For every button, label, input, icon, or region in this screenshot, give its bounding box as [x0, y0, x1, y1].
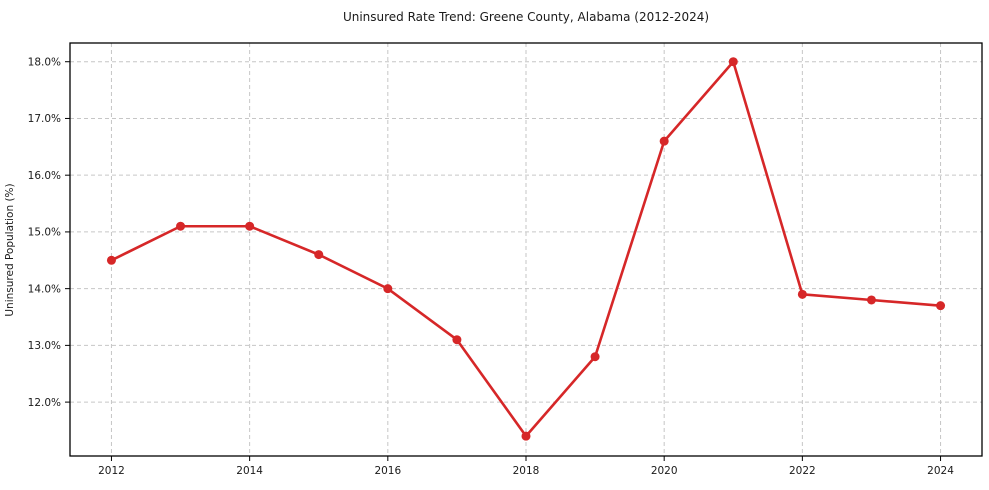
x-tick-label: 2024 [927, 465, 954, 477]
data-point [314, 250, 324, 260]
y-tick-label: 17.0% [28, 113, 61, 125]
data-point [176, 221, 186, 231]
x-tick-label: 2016 [374, 465, 401, 477]
y-tick-label: 18.0% [28, 56, 61, 68]
data-point [383, 284, 393, 294]
y-tick-label: 14.0% [28, 283, 61, 295]
data-point [728, 57, 738, 67]
data-point [797, 289, 807, 299]
data-point [590, 352, 600, 362]
y-tick-label: 15.0% [28, 227, 61, 239]
x-tick-label: 2014 [236, 465, 263, 477]
x-tick-label: 2022 [789, 465, 816, 477]
data-point [659, 136, 669, 146]
data-point [106, 255, 116, 265]
data-point [866, 295, 876, 305]
chart-title: Uninsured Rate Trend: Greene County, Ala… [343, 10, 709, 24]
x-tick-label: 2012 [98, 465, 125, 477]
data-point [936, 301, 946, 311]
data-point [521, 431, 531, 441]
y-axis-label: Uninsured Population (%) [4, 183, 16, 316]
data-point [245, 221, 255, 231]
chart-plot-area: 12.0% 13.0% 14.0% 15.0% 16.0% 17.0% 18.0% 2012 2… [28, 42, 983, 477]
x-tick-label: 2020 [651, 465, 678, 477]
y-tick-label: 16.0% [28, 170, 61, 182]
x-tick-label: 2018 [513, 465, 540, 477]
data-point [452, 335, 462, 345]
y-tick-label: 13.0% [28, 340, 61, 352]
y-tick-label: 12.0% [28, 397, 61, 409]
